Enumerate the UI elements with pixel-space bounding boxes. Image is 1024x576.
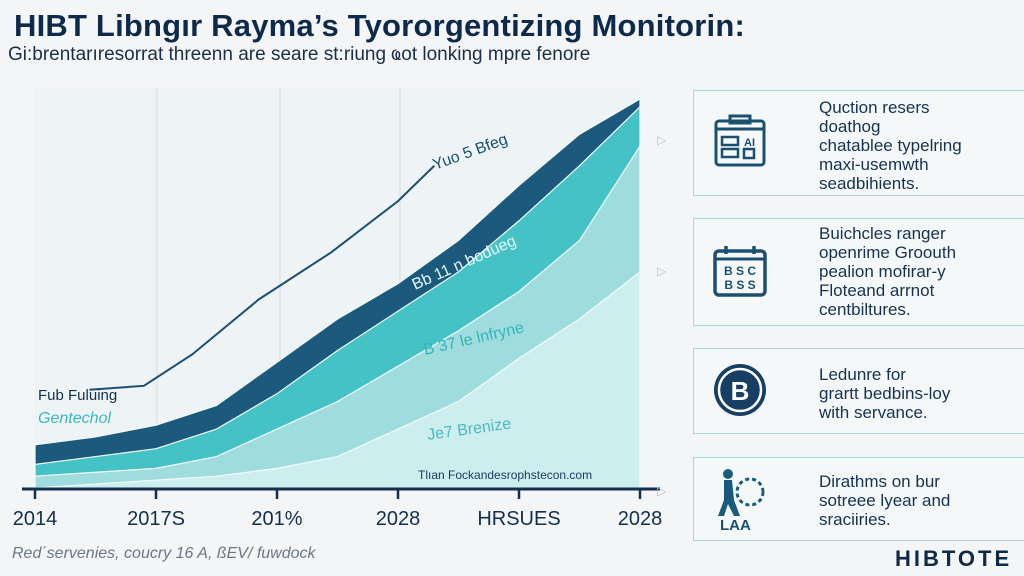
x-tick-label: HRSUES bbox=[477, 508, 561, 530]
footer-note: Red´servenies, coucry 16 A, ßEV/ fuwdock bbox=[12, 545, 316, 562]
calendar-abc-icon: B S C B S S bbox=[713, 246, 767, 297]
page-title: HIBT Libngır Rayma’s Tyororgentizing Mon… bbox=[14, 8, 745, 43]
x-tick-label: 2028 bbox=[375, 508, 421, 530]
card-text: Dirathms on bur sotreee lyear and sracii… bbox=[819, 472, 951, 529]
area-chart: Yuo 5 Bfeg Bb 11 n bodueg B 37 le lnfryn… bbox=[22, 88, 660, 499]
area-series-4 bbox=[34, 270, 641, 489]
info-card-3: B Ledunre for grartt bedbins-loy with se… bbox=[693, 348, 1024, 434]
legend-label-2: Gentechol bbox=[38, 410, 111, 427]
x-tick-label: 2028 bbox=[617, 508, 663, 530]
x-tick-label: 2017S bbox=[127, 508, 185, 530]
svg-text:B S S: B S S bbox=[724, 278, 755, 292]
arrow-right-icon: ▷ bbox=[657, 133, 667, 147]
legend-label-1: Fub Fuluing bbox=[38, 387, 117, 404]
arrow-right-icon: ▷ bbox=[657, 484, 667, 498]
card-text: Ledunre for grartt bedbins-loy with serv… bbox=[819, 365, 951, 422]
svg-text:LAA: LAA bbox=[720, 517, 751, 532]
source-label: Tlıan Fockandesrophstecon.com bbox=[418, 468, 592, 482]
x-tick-label: 201% bbox=[251, 508, 303, 530]
card-text: Quction resers doathog chatablee typelri… bbox=[819, 98, 962, 193]
trend-line bbox=[89, 165, 435, 391]
person-gear-icon: LAA bbox=[718, 469, 765, 532]
arrow-right-icon: ▷ bbox=[657, 264, 667, 278]
b-coin-icon: B bbox=[714, 364, 766, 416]
info-card-1: AI Quction resers doathog chatablee type… bbox=[693, 90, 1024, 196]
x-tick-label: 2014 bbox=[12, 508, 58, 530]
svg-text:AI: AI bbox=[744, 137, 755, 149]
page-subtitle: Gi:brentarıresorrat threenn are seare st… bbox=[8, 44, 591, 65]
svg-text:B S C: B S C bbox=[724, 264, 756, 278]
info-card-2: B S C B S S Buichcles ranger openrime Gr… bbox=[693, 218, 1024, 326]
brand-logo: HIBTOTE bbox=[895, 546, 1013, 571]
info-card-4: LAA Dirathms on bur sotreee lyear and sr… bbox=[693, 457, 1024, 541]
calendar-grid-icon: AI bbox=[714, 114, 766, 167]
svg-text:B: B bbox=[731, 376, 750, 406]
card-text: Buichcles ranger openrime Groouth pealio… bbox=[819, 224, 957, 319]
